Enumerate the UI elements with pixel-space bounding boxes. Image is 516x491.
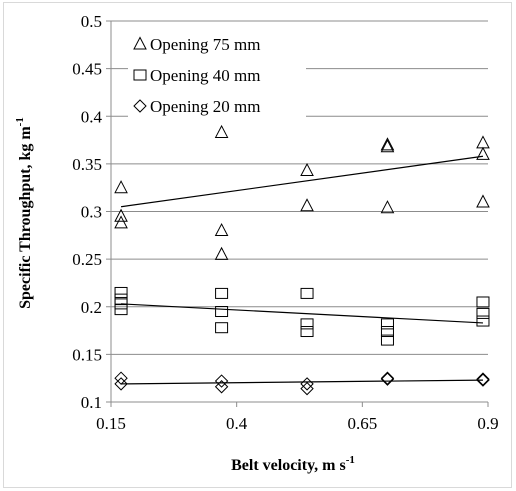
data-point-triangle [214, 246, 229, 260]
legend-entry-bg [128, 30, 306, 56]
trend-line-diamond [121, 379, 483, 385]
y-tick-label: 0.35 [72, 155, 102, 174]
data-point-square [476, 307, 490, 319]
data-point-diamond [114, 377, 128, 391]
data-point-triangle [114, 208, 128, 222]
axes [106, 20, 489, 407]
legend-marker-square [133, 69, 147, 81]
data-point-triangle [476, 194, 490, 208]
data-point-square [476, 296, 490, 308]
legend-label: Opening 40 mm [150, 66, 261, 85]
legend-label: Opening 20 mm [150, 97, 261, 116]
y-tick-label: 0.4 [81, 107, 103, 126]
x-tick-label: 0.9 [477, 414, 498, 433]
data-point-square [215, 287, 229, 299]
data-point-triangle [380, 137, 395, 151]
data-point-triangle [214, 222, 229, 237]
data-point-square [300, 326, 314, 338]
y-tick-label: 0.2 [81, 298, 102, 317]
legend-entry-bg [128, 61, 306, 87]
y-axis-title: Specific Throughput, kg m-1 [14, 117, 34, 309]
y-tick-label: 0.5 [81, 12, 102, 31]
data-point-square [300, 287, 314, 299]
data-point-square [300, 318, 314, 330]
y-tick-label: 0.25 [72, 250, 102, 269]
data-point-square [215, 306, 229, 318]
data-point-square [114, 298, 128, 310]
legend: Opening 75 mm Opening 40 mm Opening 20 mm [128, 30, 306, 118]
data-point-triangle [300, 162, 314, 177]
data-point-diamond [214, 374, 229, 388]
y-tick-label: 0.1 [81, 393, 102, 412]
data-point-triangle [114, 215, 128, 229]
data-point-triangle [114, 180, 128, 194]
x-tick-label: 0.4 [226, 414, 248, 433]
data-point-triangle [380, 139, 395, 153]
data-point-diamond [300, 381, 314, 396]
x-tick-label: 0.65 [347, 414, 377, 433]
data-point-triangle [476, 135, 490, 149]
y-tick-labels: 0.1 0.15 0.2 0.25 0.3 0.35 0.4 0.45 0.5 [72, 12, 102, 412]
data-point-triangle [380, 200, 395, 214]
y-tick-label: 0.45 [72, 60, 102, 79]
data-point-diamond [476, 372, 490, 386]
y-tick-label: 0.3 [81, 203, 102, 222]
data-point-diamond [214, 380, 229, 394]
data-point-diamond [300, 377, 314, 391]
data-point-triangle [476, 146, 490, 160]
x-axis-title: Belt velocity, m s-1 [231, 454, 355, 474]
data-point-square [215, 322, 229, 334]
data-point-square [114, 286, 128, 298]
y-tick-label: 0.15 [72, 345, 102, 364]
trend-line-triangle [120, 155, 484, 208]
data-point-square [476, 315, 490, 327]
data-point-triangle [300, 198, 314, 212]
trend-lines [120, 155, 484, 385]
data-points [114, 124, 490, 396]
data-point-diamond [380, 371, 395, 385]
legend-entry-bg [128, 92, 306, 118]
data-point-diamond [380, 372, 395, 386]
legend-label: Opening 75 mm [150, 35, 261, 54]
data-point-square [114, 304, 128, 316]
data-point-triangle [214, 124, 229, 138]
data-point-diamond [476, 373, 490, 387]
data-point-square [380, 334, 394, 346]
legend-marker-triangle [133, 36, 147, 50]
data-point-square [380, 326, 394, 338]
x-tick-labels: 0.15 0.4 0.65 0.9 [96, 414, 499, 433]
data-point-square [380, 318, 394, 330]
x-tick-label: 0.15 [96, 414, 126, 433]
legend-marker-diamond [133, 99, 147, 113]
trend-line-square [121, 303, 484, 324]
data-point-diamond [114, 371, 128, 385]
